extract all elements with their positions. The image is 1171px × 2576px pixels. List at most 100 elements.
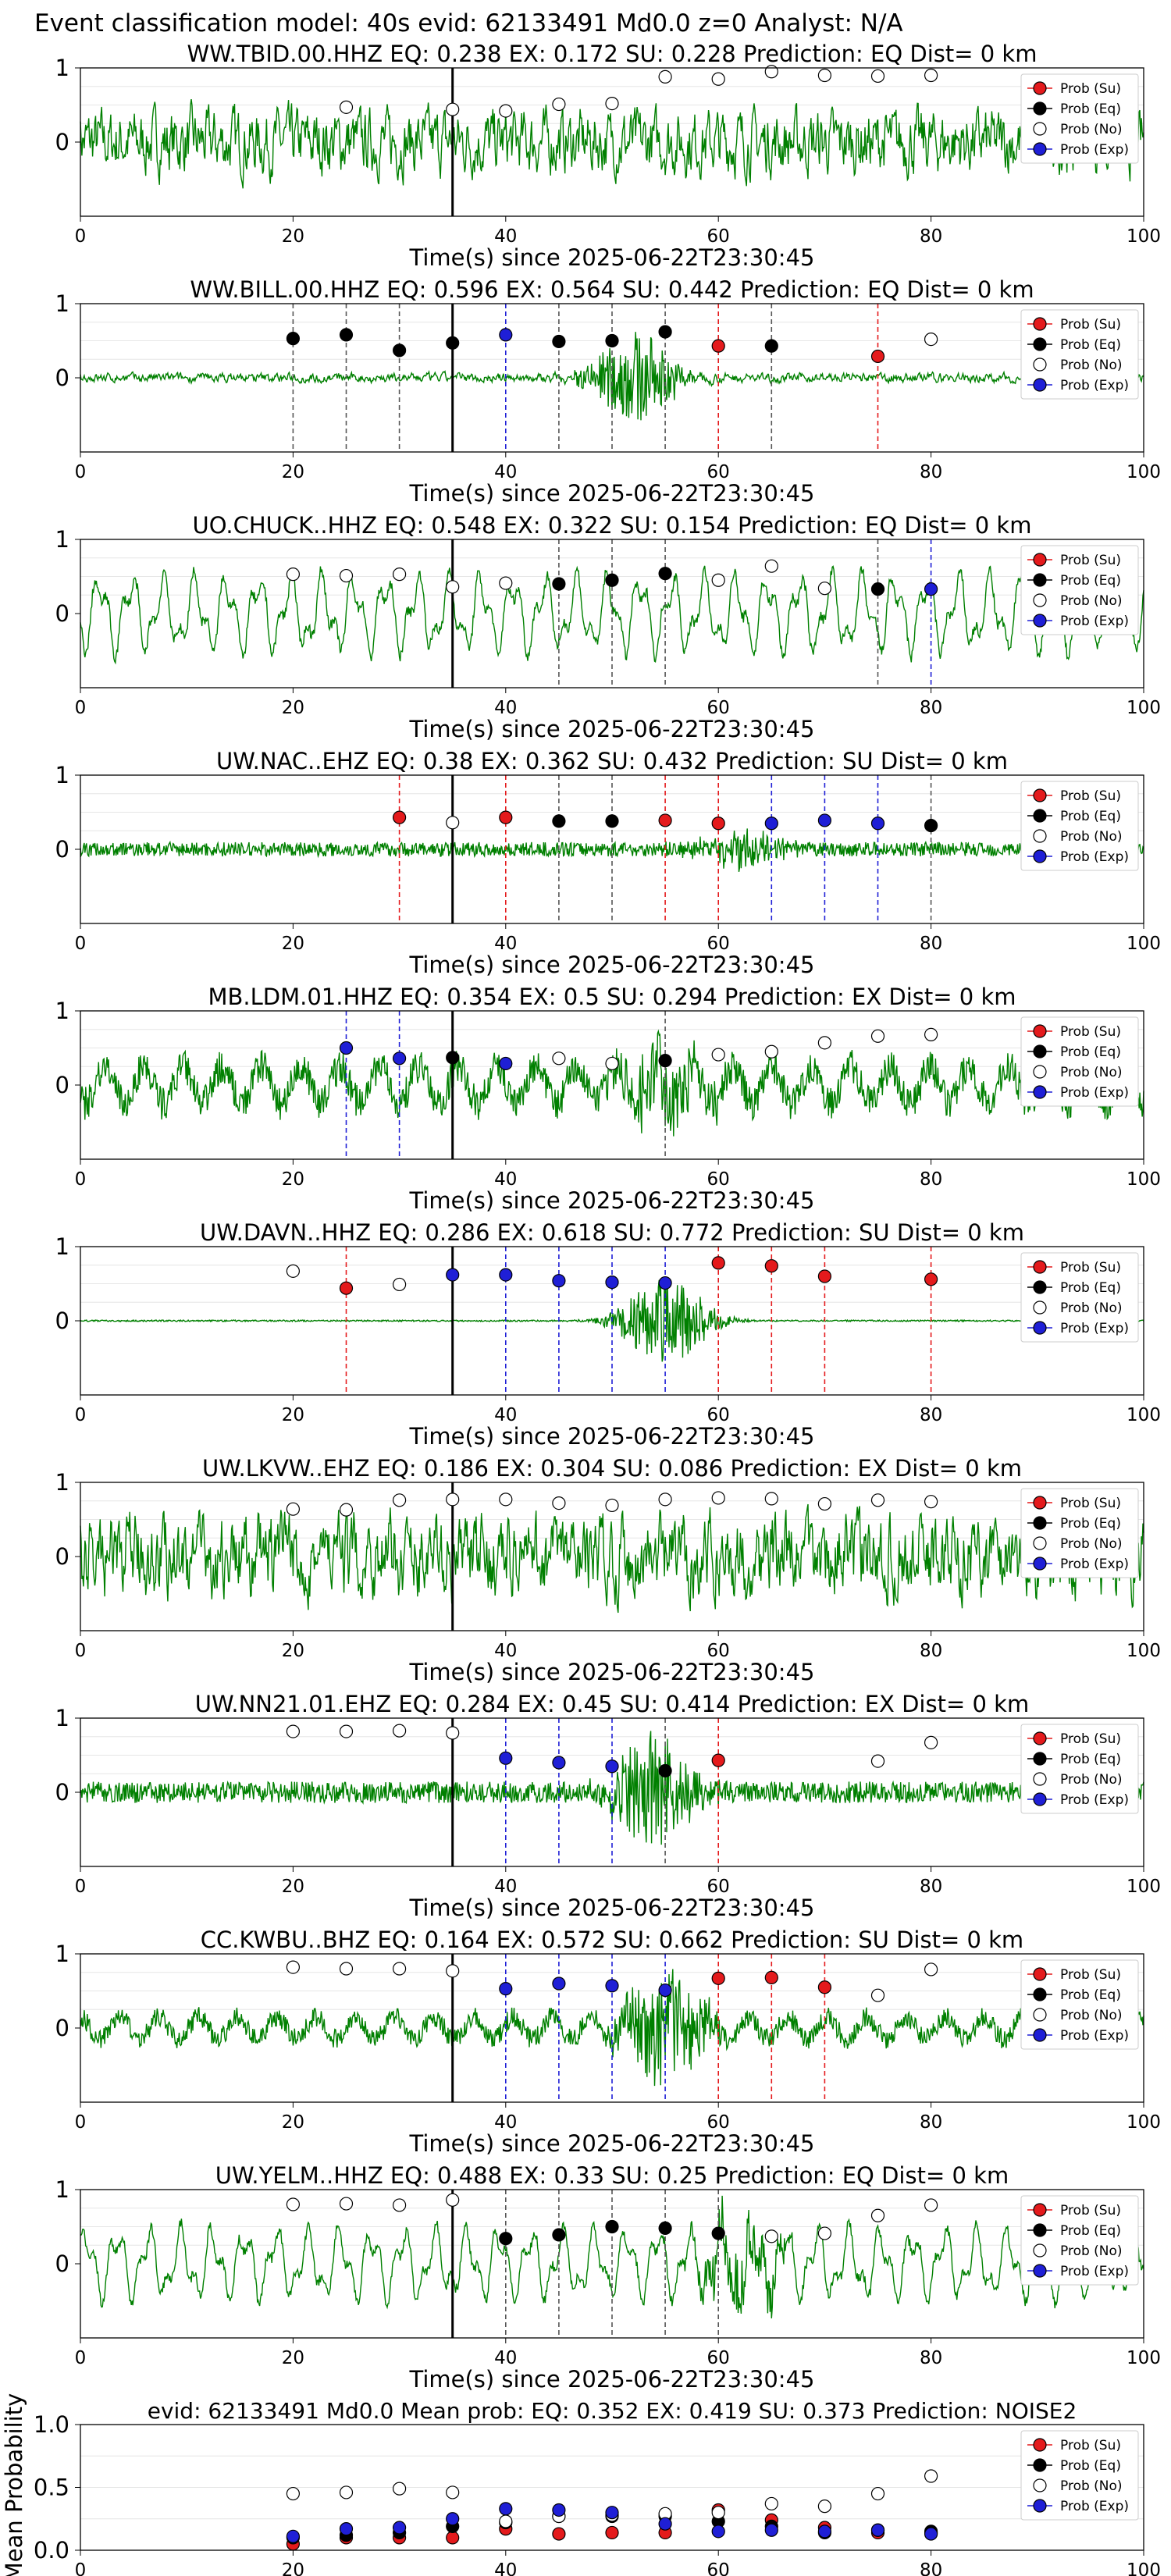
prob-marker-no: [817, 1036, 832, 1050]
x-axis-label: Time(s) since 2025-06-22T23:30:45: [409, 716, 815, 742]
legend-box: [1020, 73, 1139, 164]
legend-label-su: Prob (Su): [1060, 317, 1121, 333]
panel-title: UW.NN21.01.EHZ EQ: 0.284 EX: 0.45 SU: 0.…: [195, 1691, 1029, 1717]
mean-marker-no: [711, 2506, 725, 2520]
panel-title: UO.CHUCK..HHZ EQ: 0.548 EX: 0.322 SU: 0.…: [193, 512, 1032, 539]
x-tick-label: 80: [920, 1641, 942, 1661]
prob-marker-no: [393, 2198, 407, 2212]
prob-marker-no: [393, 568, 407, 582]
prob-marker-no: [446, 1726, 460, 1740]
legend-label-no: Prob (No): [1060, 829, 1123, 845]
legend-label-su: Prob (Su): [1060, 553, 1121, 568]
prob-marker-eq: [764, 339, 778, 353]
legend-box: [1020, 2195, 1139, 2286]
prob-marker-no: [870, 2208, 885, 2222]
x-tick-label: 60: [707, 2560, 730, 2576]
prob-marker-no: [870, 1029, 885, 1043]
prob-marker-no: [924, 1735, 938, 1749]
prob-marker-exp: [605, 1979, 619, 1993]
prob-marker-eq: [339, 328, 354, 342]
legend-box: [1020, 2430, 1139, 2521]
legend-marker-su: [1033, 1967, 1047, 1981]
prob-marker-no: [499, 104, 513, 118]
legend-box: [1020, 1252, 1139, 1343]
prob-marker-no: [605, 97, 619, 111]
x-tick-label: 100: [1127, 698, 1161, 718]
x-tick-label: 40: [494, 1405, 517, 1425]
legend-label-exp: Prob (Exp): [1060, 1792, 1129, 1808]
prob-marker-no: [339, 1962, 354, 1976]
legend-label-no: Prob (No): [1060, 1300, 1123, 1316]
legend-label-eq: Prob (Eq): [1060, 2458, 1121, 2474]
axes-frame: [80, 67, 1144, 217]
panel-title: UW.LKVW..EHZ EQ: 0.186 EX: 0.304 SU: 0.0…: [202, 1455, 1022, 1482]
legend-label-exp: Prob (Exp): [1060, 2028, 1129, 2044]
prob-marker-eq: [658, 1763, 672, 1778]
prob-marker-no: [764, 1044, 778, 1059]
x-tick-label: 80: [920, 1405, 942, 1425]
legend-marker-su: [1033, 2203, 1047, 2217]
x-tick-label: 60: [707, 1641, 730, 1661]
mean-marker-no: [499, 2514, 513, 2528]
prob-marker-no: [924, 1962, 938, 1976]
legend-label-no: Prob (No): [1060, 122, 1123, 137]
waveform-trace: [80, 1029, 1144, 1137]
x-axis-label: Time(s) since 2025-06-22T23:30:45: [409, 1895, 815, 1921]
legend-marker-no: [1033, 122, 1047, 136]
x-tick-label: 20: [282, 934, 304, 954]
x-tick-label: 80: [920, 2112, 942, 2133]
x-tick-label: 40: [494, 2112, 517, 2133]
prob-marker-exp: [870, 817, 885, 831]
prob-marker-eq: [446, 336, 460, 350]
mean-marker-su: [605, 2525, 619, 2540]
legend-marker-eq: [1033, 1987, 1047, 2001]
prob-marker-no: [870, 1754, 885, 1768]
prob-marker-su: [924, 1272, 938, 1286]
y-tick-label: 0: [55, 129, 69, 155]
panel-5: MB.LDM.01.HHZ EQ: 0.354 EX: 0.5 SU: 0.29…: [55, 984, 1161, 1214]
y-tick-label: 0: [55, 365, 69, 391]
legend-box: [1020, 1488, 1139, 1578]
prob-marker-no: [499, 576, 513, 590]
mean-marker-exp: [924, 2527, 938, 2541]
legend-label-exp: Prob (Exp): [1060, 614, 1129, 629]
prob-marker-eq: [446, 1051, 460, 1065]
mean-marker-exp: [286, 2529, 300, 2543]
mean-marker-no: [446, 2485, 460, 2500]
figure-suptitle: Event classification model: 40s evid: 62…: [34, 9, 903, 37]
prob-marker-no: [286, 1502, 300, 1516]
x-tick-label: 40: [494, 934, 517, 954]
prob-marker-exp: [499, 1056, 513, 1071]
prob-marker-su: [499, 810, 513, 824]
y-tick-label: 1: [55, 1233, 69, 1260]
mean-marker-no: [286, 2486, 300, 2501]
x-tick-label: 80: [920, 2560, 942, 2576]
prob-marker-exp: [499, 1268, 513, 1282]
prob-marker-no: [339, 1503, 354, 1517]
legend-label-eq: Prob (Eq): [1060, 1044, 1121, 1060]
prob-marker-su: [711, 1256, 725, 1270]
prob-marker-su: [764, 1259, 778, 1273]
x-tick-label: 100: [1127, 2348, 1161, 2368]
prob-marker-no: [870, 69, 885, 84]
prob-marker-no: [393, 1962, 407, 1976]
prob-marker-no: [658, 1493, 672, 1507]
mean-marker-exp: [764, 2523, 778, 2537]
mean-marker-exp: [817, 2524, 832, 2539]
mean-marker-exp: [552, 2503, 566, 2517]
x-tick-label: 20: [282, 462, 304, 482]
x-tick-label: 20: [282, 2348, 304, 2368]
x-tick-label: 40: [494, 1169, 517, 1190]
prob-marker-su: [339, 1281, 354, 1295]
x-axis-label: Time(s) since 2025-06-22T23:30:45: [409, 480, 815, 507]
prob-marker-no: [286, 2197, 300, 2211]
legend-label-no: Prob (No): [1060, 2008, 1123, 2023]
y-tick-label: 1.0: [34, 2411, 69, 2438]
legend-label-su: Prob (Su): [1060, 1731, 1121, 1747]
legend-marker-eq: [1033, 1516, 1047, 1530]
y-tick-label: 0: [55, 1308, 69, 1334]
legend-label-eq: Prob (Eq): [1060, 1516, 1121, 1532]
y-tick-label: 1: [55, 290, 69, 317]
x-tick-label: 60: [707, 934, 730, 954]
prob-marker-eq: [658, 567, 672, 581]
